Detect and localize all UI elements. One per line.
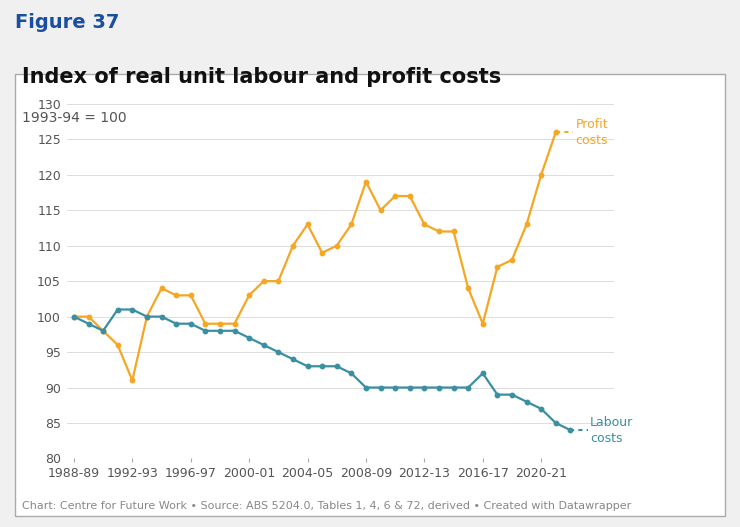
Text: Figure 37: Figure 37	[15, 13, 119, 32]
Text: Labour
costs: Labour costs	[590, 416, 633, 445]
Text: 1993-94 = 100: 1993-94 = 100	[22, 111, 127, 125]
Text: Index of real unit labour and profit costs: Index of real unit labour and profit cos…	[22, 67, 502, 87]
Text: Chart: Centre for Future Work • Source: ABS 5204.0, Tables 1, 4, 6 & 72, derived: Chart: Centre for Future Work • Source: …	[22, 501, 631, 511]
Text: Profit
costs: Profit costs	[576, 118, 608, 147]
